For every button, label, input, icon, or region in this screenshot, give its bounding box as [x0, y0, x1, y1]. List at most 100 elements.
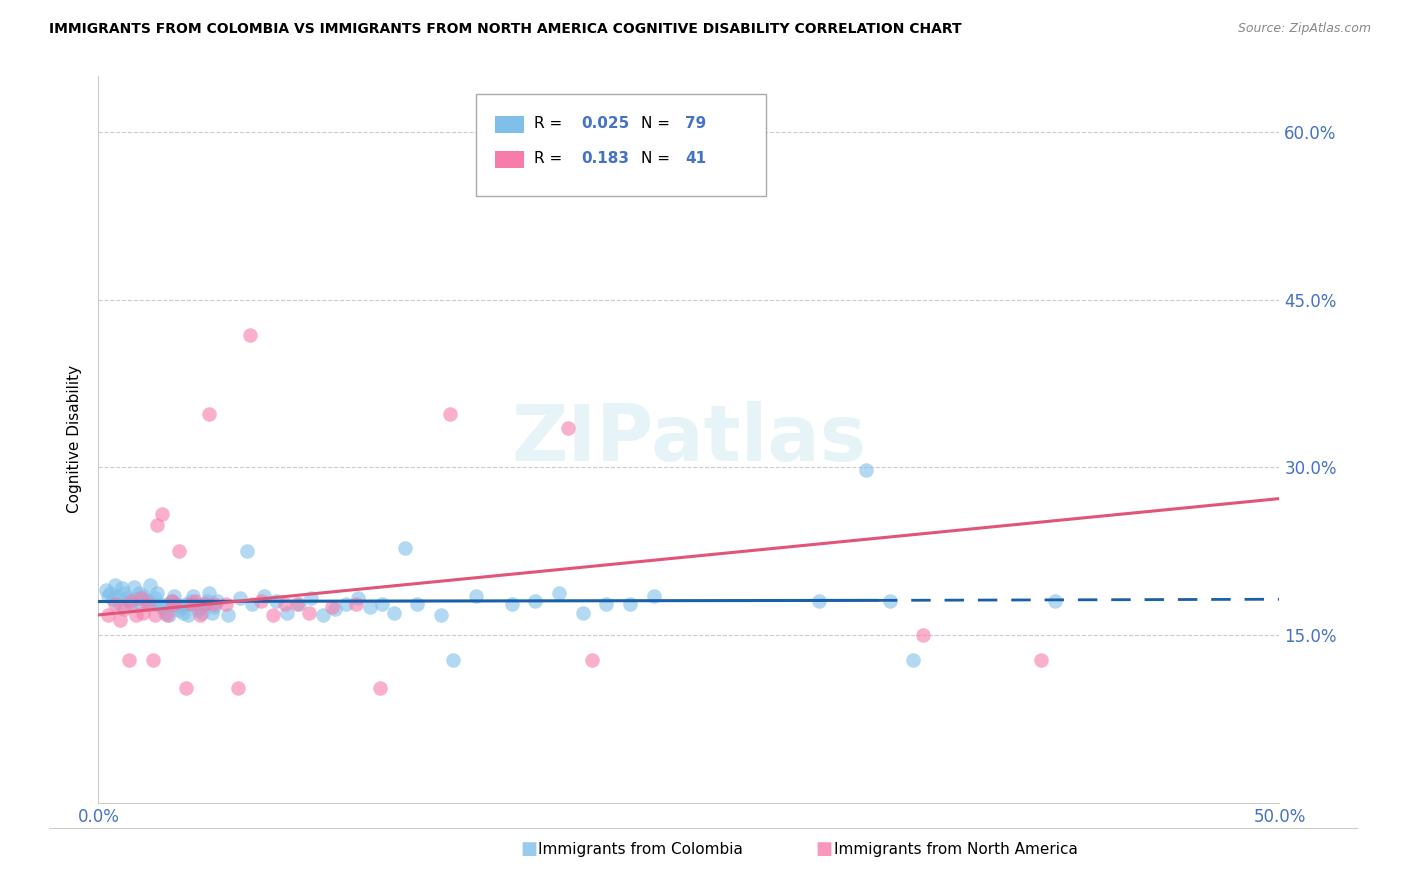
Point [129, 597, 152, 611]
Point [201, 606, 224, 620]
Point [128, 585, 150, 599]
Point [132, 589, 155, 603]
Point [807, 594, 830, 608]
Point [253, 589, 276, 603]
Point [359, 600, 381, 615]
Point [163, 597, 186, 611]
Point [108, 614, 131, 628]
Point [441, 653, 464, 667]
Point [136, 597, 159, 611]
Point [143, 607, 166, 622]
Point [264, 594, 287, 608]
Point [198, 585, 221, 599]
Point [406, 597, 429, 611]
Point [174, 597, 197, 611]
Text: 79: 79 [685, 116, 707, 131]
Text: ■: ■ [815, 840, 832, 858]
Point [382, 606, 405, 620]
Point [439, 407, 461, 421]
Point [94, 583, 117, 598]
Point [112, 585, 135, 599]
Point [285, 597, 308, 611]
Point [188, 607, 211, 622]
Point [153, 606, 176, 620]
Point [149, 598, 172, 612]
Point [581, 653, 603, 667]
Point [105, 589, 128, 603]
Point [368, 681, 391, 695]
Point [195, 594, 218, 608]
Point [150, 600, 173, 615]
Point [156, 597, 179, 611]
Text: Immigrants from Colombia: Immigrants from Colombia [538, 842, 744, 856]
Point [121, 594, 143, 608]
Point [104, 578, 127, 592]
Text: 0.183: 0.183 [582, 152, 630, 166]
Point [226, 681, 249, 695]
Point [142, 597, 165, 611]
Point [188, 600, 211, 615]
Point [163, 589, 186, 603]
Text: R =: R = [534, 152, 568, 166]
Point [167, 603, 190, 617]
Point [184, 594, 207, 608]
Point [298, 606, 321, 620]
Point [371, 597, 394, 611]
Point [323, 602, 346, 616]
Point [335, 597, 357, 611]
Point [108, 597, 131, 611]
Point [122, 580, 145, 594]
Point [312, 607, 335, 622]
Point [643, 589, 665, 603]
Point [321, 600, 343, 615]
FancyBboxPatch shape [495, 116, 523, 133]
Point [202, 600, 225, 615]
Point [139, 578, 162, 592]
Point [118, 594, 141, 608]
Point [430, 607, 453, 622]
Point [911, 628, 934, 642]
Point [97, 589, 120, 603]
Y-axis label: Cognitive Disability: Cognitive Disability [67, 365, 83, 514]
Text: ZIPatlas: ZIPatlas [512, 401, 866, 477]
Point [262, 607, 284, 622]
Point [156, 607, 179, 622]
Point [146, 585, 169, 599]
Text: ■: ■ [520, 840, 537, 858]
Text: IMMIGRANTS FROM COLOMBIA VS IMMIGRANTS FROM NORTH AMERICA COGNITIVE DISABILITY C: IMMIGRANTS FROM COLOMBIA VS IMMIGRANTS F… [49, 22, 962, 37]
FancyBboxPatch shape [477, 94, 766, 195]
Point [180, 597, 202, 611]
FancyBboxPatch shape [495, 151, 523, 169]
Point [160, 594, 183, 608]
Point [239, 328, 262, 343]
Point [129, 591, 152, 606]
Point [170, 600, 193, 615]
Point [104, 597, 127, 611]
Point [619, 597, 641, 611]
Text: N =: N = [641, 152, 669, 166]
Text: R =: R = [534, 116, 568, 131]
Point [903, 653, 925, 667]
Point [177, 607, 200, 622]
Point [288, 597, 311, 611]
Point [142, 653, 165, 667]
Point [202, 597, 225, 611]
Point [217, 607, 239, 622]
Point [157, 607, 180, 622]
Point [115, 591, 138, 606]
Point [187, 603, 209, 617]
Point [855, 462, 877, 476]
Point [236, 544, 259, 558]
Point [215, 597, 238, 611]
Point [501, 597, 523, 611]
Point [174, 681, 197, 695]
Point [250, 594, 273, 608]
Point [180, 594, 202, 608]
Point [1043, 594, 1066, 608]
Point [344, 597, 367, 611]
Point [121, 597, 143, 611]
Point [165, 597, 187, 611]
Point [191, 606, 214, 620]
Point [101, 592, 124, 607]
Point [97, 607, 120, 622]
